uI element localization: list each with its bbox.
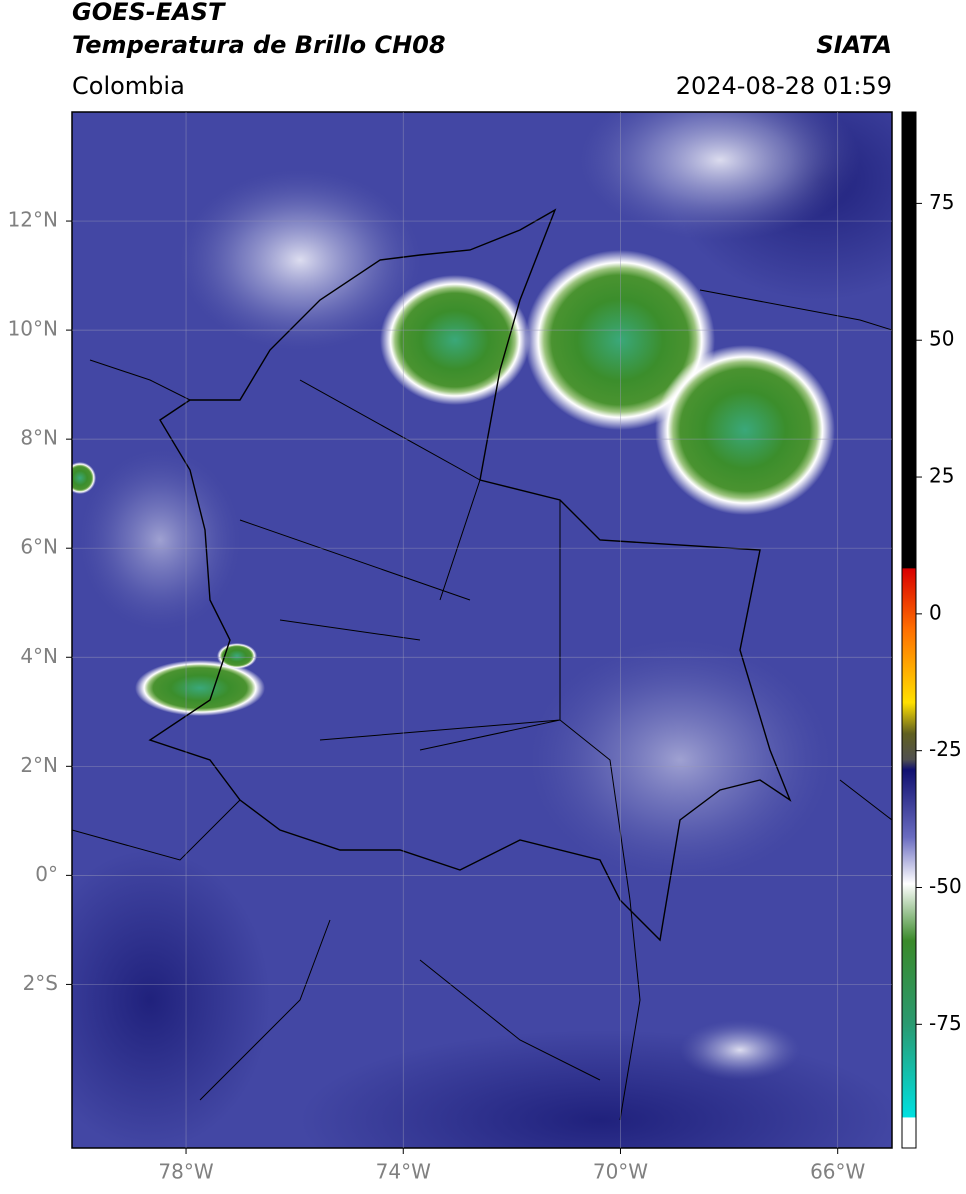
title: GOES-EAST [72,0,226,26]
x-tick-label: 78°W [158,1160,213,1184]
y-tick-label: 4°N [20,644,58,668]
colorbar-tick-label: -25 [929,737,962,761]
y-tick-label: 6°N [20,535,58,559]
y-tick-label: 10°N [8,317,58,341]
y-tick-label: 12°N [8,208,58,232]
colorbar-tick-label: 25 [929,464,954,488]
map-frame [71,111,893,1149]
colorbar-tick-label: 50 [929,327,954,351]
satellite-image [72,112,892,1148]
y-tick-label: 8°N [20,426,58,450]
source: SIATA [816,31,892,59]
x-tick-label: 70°W [593,1160,648,1184]
region: Colombia [72,72,185,100]
colorbar-tick-label: 0 [929,600,942,624]
colorbar-tick-label: -75 [929,1011,962,1035]
datetime: 2024-08-28 01:59 [676,72,892,100]
x-tick-label: 66°W [810,1160,865,1184]
colorbar [901,111,917,1149]
y-tick-label: 2°N [20,753,58,777]
x-tick-label: 74°W [376,1160,431,1184]
colorbar-tick-label: -50 [929,874,962,898]
y-tick-label: 0° [35,862,58,886]
colorbar-tick-label: 75 [929,190,954,214]
subtitle: Temperatura de Brillo CH08 [72,31,446,59]
y-tick-label: 2°S [23,971,58,995]
